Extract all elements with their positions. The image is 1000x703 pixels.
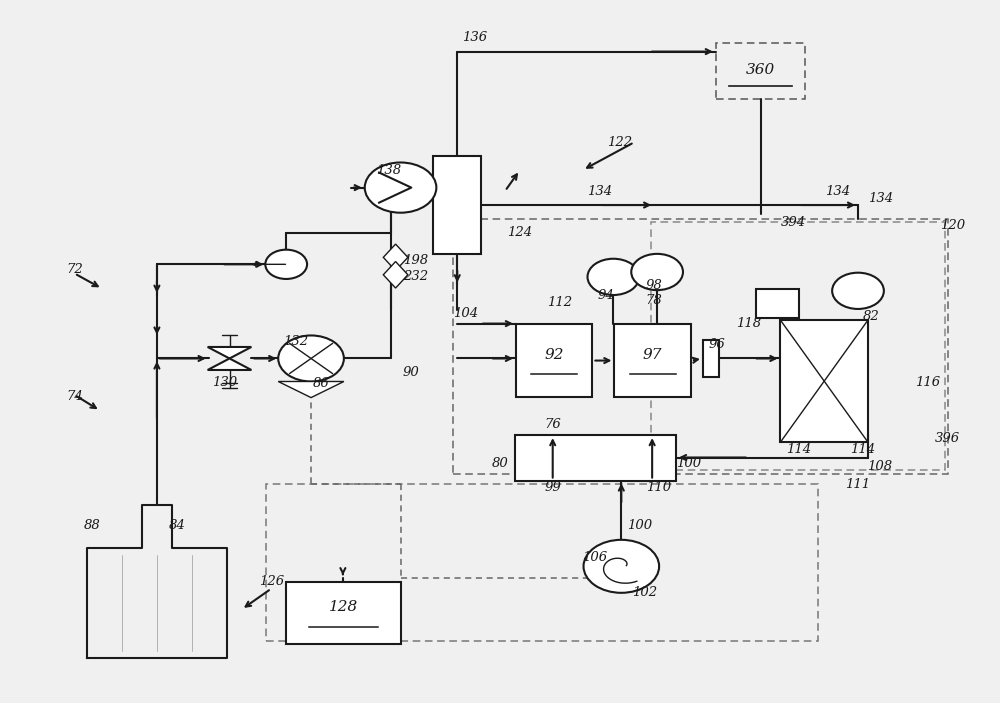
Text: 104: 104 <box>453 307 478 320</box>
Text: 114: 114 <box>786 443 811 456</box>
Bar <box>651 222 945 470</box>
Text: 124: 124 <box>507 226 532 240</box>
Text: 232: 232 <box>403 271 428 283</box>
Text: 134: 134 <box>868 191 893 205</box>
Text: 360: 360 <box>746 63 775 77</box>
Bar <box>453 219 948 474</box>
Bar <box>756 289 799 318</box>
Text: 111: 111 <box>845 477 871 491</box>
Circle shape <box>584 540 659 593</box>
Text: 134: 134 <box>587 185 612 198</box>
Text: 128: 128 <box>329 600 358 614</box>
Text: 97: 97 <box>643 348 662 361</box>
Text: 90: 90 <box>402 366 419 379</box>
Polygon shape <box>383 262 408 288</box>
Circle shape <box>832 273 884 309</box>
Text: 132: 132 <box>284 335 309 347</box>
Text: 80: 80 <box>492 456 508 470</box>
Polygon shape <box>208 359 251 370</box>
Text: 138: 138 <box>376 164 401 176</box>
Bar <box>515 435 676 481</box>
Text: 84: 84 <box>168 520 185 532</box>
Polygon shape <box>278 382 344 398</box>
Circle shape <box>365 162 436 213</box>
Text: 74: 74 <box>66 390 83 404</box>
Text: 100: 100 <box>676 456 702 470</box>
Bar <box>614 323 691 396</box>
Text: 86: 86 <box>313 377 329 390</box>
Text: 102: 102 <box>632 586 657 599</box>
Text: 96: 96 <box>708 338 725 351</box>
Text: 76: 76 <box>544 418 561 431</box>
Text: 114: 114 <box>850 443 876 456</box>
Text: 78: 78 <box>646 294 663 307</box>
Text: 136: 136 <box>463 31 488 44</box>
Text: 126: 126 <box>259 575 284 588</box>
Bar <box>286 581 401 645</box>
Bar <box>266 484 818 641</box>
Text: 394: 394 <box>781 216 806 229</box>
Bar <box>703 340 719 377</box>
Text: 118: 118 <box>736 317 761 330</box>
Text: 108: 108 <box>867 460 892 473</box>
Text: 106: 106 <box>582 550 607 564</box>
Circle shape <box>278 335 344 382</box>
Text: 100: 100 <box>627 520 652 532</box>
Text: 98: 98 <box>646 279 663 292</box>
Polygon shape <box>208 347 251 359</box>
Bar <box>433 156 481 254</box>
Text: 198: 198 <box>403 254 428 267</box>
Text: 134: 134 <box>826 185 851 198</box>
Circle shape <box>631 254 683 290</box>
Text: 122: 122 <box>607 136 632 149</box>
Circle shape <box>588 259 639 295</box>
Circle shape <box>265 250 307 279</box>
Text: 130: 130 <box>212 376 237 389</box>
Text: 116: 116 <box>915 376 940 389</box>
Text: 82: 82 <box>863 310 879 323</box>
Text: 120: 120 <box>940 219 965 233</box>
Text: 92: 92 <box>544 348 564 361</box>
Bar <box>780 320 868 442</box>
Text: 112: 112 <box>547 296 572 309</box>
Text: 94: 94 <box>598 289 615 302</box>
Text: 396: 396 <box>935 432 960 445</box>
Text: 110: 110 <box>647 481 672 494</box>
Text: 88: 88 <box>84 520 101 532</box>
Text: 99: 99 <box>544 481 561 494</box>
Text: 72: 72 <box>66 263 83 276</box>
Polygon shape <box>383 244 408 271</box>
Bar <box>716 43 805 99</box>
Bar <box>516 323 592 396</box>
